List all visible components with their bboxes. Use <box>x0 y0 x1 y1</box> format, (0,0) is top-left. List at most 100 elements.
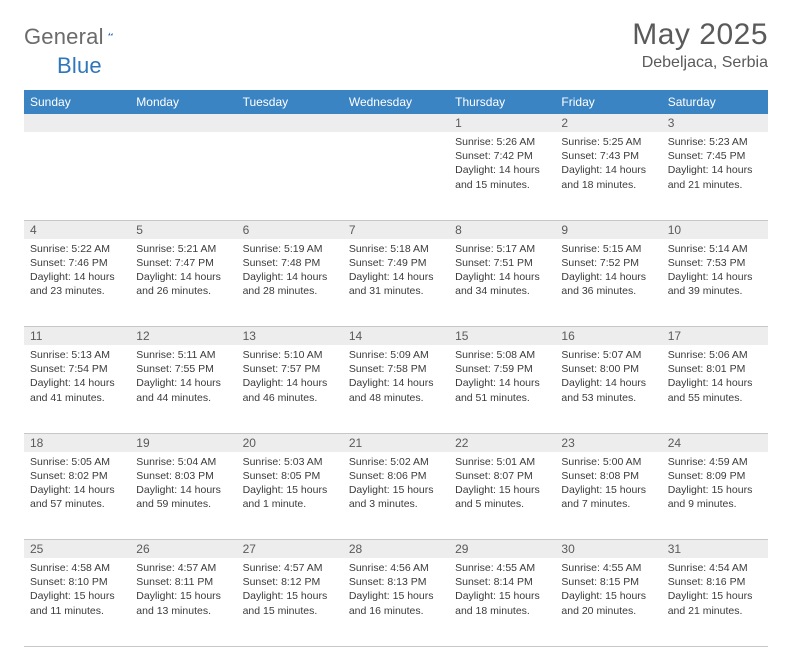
weekday-header: Monday <box>130 90 236 114</box>
sunrise-line: Sunrise: 4:59 AM <box>668 455 762 469</box>
sunset-line: Sunset: 7:55 PM <box>136 362 230 376</box>
daylight-line: Daylight: 15 hours and 21 minutes. <box>668 589 762 617</box>
day-number-row: 45678910 <box>24 220 768 239</box>
day-cell: Sunrise: 4:59 AMSunset: 8:09 PMDaylight:… <box>662 452 768 540</box>
day-number: 4 <box>24 220 130 239</box>
day-cell: Sunrise: 4:55 AMSunset: 8:15 PMDaylight:… <box>555 558 661 646</box>
day-cell: Sunrise: 5:11 AMSunset: 7:55 PMDaylight:… <box>130 345 236 433</box>
day-cell: Sunrise: 5:03 AMSunset: 8:05 PMDaylight:… <box>237 452 343 540</box>
weekday-header: Saturday <box>662 90 768 114</box>
sail-icon <box>108 25 113 43</box>
sunrise-line: Sunrise: 5:23 AM <box>668 135 762 149</box>
sunset-line: Sunset: 8:15 PM <box>561 575 655 589</box>
daylight-line: Daylight: 14 hours and 55 minutes. <box>668 376 762 404</box>
sunrise-line: Sunrise: 4:54 AM <box>668 561 762 575</box>
week-row: Sunrise: 4:58 AMSunset: 8:10 PMDaylight:… <box>24 558 768 646</box>
sunset-line: Sunset: 8:14 PM <box>455 575 549 589</box>
day-number: 11 <box>24 327 130 346</box>
sunrise-line: Sunrise: 5:19 AM <box>243 242 337 256</box>
day-cell: Sunrise: 4:57 AMSunset: 8:11 PMDaylight:… <box>130 558 236 646</box>
day-cell: Sunrise: 5:04 AMSunset: 8:03 PMDaylight:… <box>130 452 236 540</box>
sunrise-line: Sunrise: 5:22 AM <box>30 242 124 256</box>
day-cell: Sunrise: 5:05 AMSunset: 8:02 PMDaylight:… <box>24 452 130 540</box>
daylight-line: Daylight: 15 hours and 3 minutes. <box>349 483 443 511</box>
weekday-header-row: Sunday Monday Tuesday Wednesday Thursday… <box>24 90 768 114</box>
day-number: 20 <box>237 433 343 452</box>
sunset-line: Sunset: 7:52 PM <box>561 256 655 270</box>
daylight-line: Daylight: 15 hours and 7 minutes. <box>561 483 655 511</box>
day-cell: Sunrise: 5:09 AMSunset: 7:58 PMDaylight:… <box>343 345 449 433</box>
day-number: 3 <box>662 114 768 132</box>
day-cell: Sunrise: 5:13 AMSunset: 7:54 PMDaylight:… <box>24 345 130 433</box>
week-row: Sunrise: 5:26 AMSunset: 7:42 PMDaylight:… <box>24 132 768 220</box>
sunrise-line: Sunrise: 5:10 AM <box>243 348 337 362</box>
day-cell <box>130 132 236 220</box>
sunrise-line: Sunrise: 5:00 AM <box>561 455 655 469</box>
sunrise-line: Sunrise: 4:56 AM <box>349 561 443 575</box>
sunrise-line: Sunrise: 5:06 AM <box>668 348 762 362</box>
weekday-header: Friday <box>555 90 661 114</box>
sunrise-line: Sunrise: 4:55 AM <box>455 561 549 575</box>
weekday-header: Tuesday <box>237 90 343 114</box>
daylight-line: Daylight: 14 hours and 59 minutes. <box>136 483 230 511</box>
sunset-line: Sunset: 8:05 PM <box>243 469 337 483</box>
sunrise-line: Sunrise: 4:58 AM <box>30 561 124 575</box>
daylight-line: Daylight: 14 hours and 57 minutes. <box>30 483 124 511</box>
sunrise-line: Sunrise: 5:08 AM <box>455 348 549 362</box>
daylight-line: Daylight: 14 hours and 39 minutes. <box>668 270 762 298</box>
day-cell: Sunrise: 5:10 AMSunset: 7:57 PMDaylight:… <box>237 345 343 433</box>
sunset-line: Sunset: 7:51 PM <box>455 256 549 270</box>
day-number: 28 <box>343 540 449 559</box>
day-cell: Sunrise: 5:07 AMSunset: 8:00 PMDaylight:… <box>555 345 661 433</box>
sunset-line: Sunset: 8:11 PM <box>136 575 230 589</box>
logo-text-2: Blue <box>57 53 102 79</box>
day-number: 25 <box>24 540 130 559</box>
title-block: May 2025 Debeljaca, Serbia <box>632 18 768 72</box>
sunset-line: Sunset: 8:10 PM <box>30 575 124 589</box>
day-number-row: 11121314151617 <box>24 327 768 346</box>
sunset-line: Sunset: 7:45 PM <box>668 149 762 163</box>
sunrise-line: Sunrise: 5:04 AM <box>136 455 230 469</box>
day-number: 6 <box>237 220 343 239</box>
day-number: 30 <box>555 540 661 559</box>
day-number: 5 <box>130 220 236 239</box>
sunset-line: Sunset: 8:01 PM <box>668 362 762 376</box>
sunset-line: Sunset: 8:00 PM <box>561 362 655 376</box>
sunset-line: Sunset: 7:54 PM <box>30 362 124 376</box>
sunset-line: Sunset: 7:42 PM <box>455 149 549 163</box>
day-number: 14 <box>343 327 449 346</box>
day-cell: Sunrise: 5:18 AMSunset: 7:49 PMDaylight:… <box>343 239 449 327</box>
day-cell: Sunrise: 5:01 AMSunset: 8:07 PMDaylight:… <box>449 452 555 540</box>
day-number <box>237 114 343 132</box>
week-row: Sunrise: 5:13 AMSunset: 7:54 PM Daylight:… <box>24 345 768 433</box>
day-cell: Sunrise: 5:23 AMSunset: 7:45 PMDaylight:… <box>662 132 768 220</box>
day-cell: Sunrise: 4:57 AMSunset: 8:12 PMDaylight:… <box>237 558 343 646</box>
daylight-line: Daylight: 15 hours and 16 minutes. <box>349 589 443 617</box>
week-row: Sunrise: 5:05 AMSunset: 8:02 PMDaylight:… <box>24 452 768 540</box>
sunset-line: Sunset: 7:47 PM <box>136 256 230 270</box>
month-title: May 2025 <box>632 18 768 52</box>
sunrise-line: Sunrise: 5:13 AM <box>30 348 124 362</box>
logo-text-1: General <box>24 24 104 50</box>
sunset-line: Sunset: 8:06 PM <box>349 469 443 483</box>
sunrise-line: Sunrise: 4:57 AM <box>243 561 337 575</box>
day-cell: Sunrise: 4:54 AMSunset: 8:16 PMDaylight:… <box>662 558 768 646</box>
sunrise-line: Sunrise: 5:21 AM <box>136 242 230 256</box>
day-number-row: 25262728293031 <box>24 540 768 559</box>
daylight-line: Daylight: 15 hours and 5 minutes. <box>455 483 549 511</box>
daylight-line: Daylight: 14 hours and 44 minutes. <box>136 376 230 404</box>
day-cell: Sunrise: 4:56 AMSunset: 8:13 PMDaylight:… <box>343 558 449 646</box>
daylight-line: Daylight: 14 hours and 23 minutes. <box>30 270 124 298</box>
sunset-line: Sunset: 8:07 PM <box>455 469 549 483</box>
daylight-line: Daylight: 14 hours and 15 minutes. <box>455 163 549 191</box>
daylight-line: Daylight: 14 hours and 48 minutes. <box>349 376 443 404</box>
daylight-line: Daylight: 15 hours and 20 minutes. <box>561 589 655 617</box>
day-number: 23 <box>555 433 661 452</box>
day-cell: Sunrise: 4:58 AMSunset: 8:10 PMDaylight:… <box>24 558 130 646</box>
day-cell: Sunrise: 5:06 AMSunset: 8:01 PMDaylight:… <box>662 345 768 433</box>
daylight-line: Daylight: 15 hours and 11 minutes. <box>30 589 124 617</box>
day-number: 2 <box>555 114 661 132</box>
sunset-line: Sunset: 7:59 PM <box>455 362 549 376</box>
sunset-line: Sunset: 7:58 PM <box>349 362 443 376</box>
daylight-line: Daylight: 14 hours and 53 minutes. <box>561 376 655 404</box>
